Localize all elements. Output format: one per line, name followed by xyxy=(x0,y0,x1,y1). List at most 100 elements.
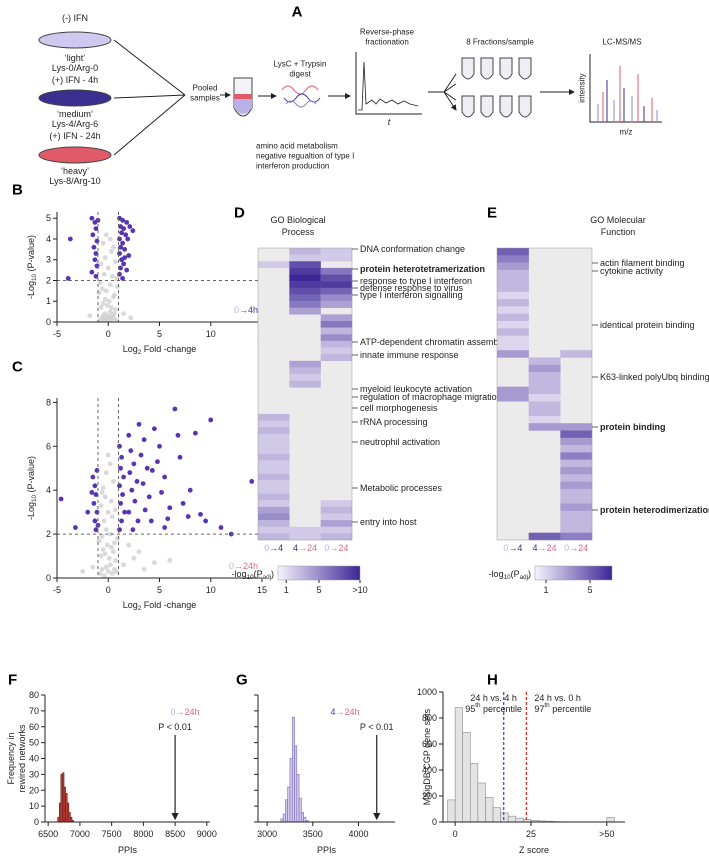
point xyxy=(101,518,107,524)
heatmap-cell xyxy=(289,380,321,388)
heatmap-title: Function xyxy=(601,227,636,237)
point xyxy=(148,518,154,524)
point xyxy=(97,571,103,577)
y-axis-label: -Log10 (P-value) xyxy=(26,235,38,299)
point xyxy=(113,259,118,265)
point xyxy=(93,226,99,232)
heatmap-cell xyxy=(320,314,353,322)
point xyxy=(94,509,100,515)
term-label: neutrophil activation xyxy=(360,437,440,447)
chromatogram xyxy=(358,61,419,111)
term-label: myeloid leukocyte activation xyxy=(360,384,472,394)
x-tick-label: 6500 xyxy=(38,829,58,839)
histogram-bar xyxy=(282,813,286,823)
x-tick-label: 7000 xyxy=(70,829,90,839)
heatmap-cell xyxy=(560,445,593,453)
axis-label: m/z xyxy=(620,128,633,137)
heatmap-cell xyxy=(258,453,290,461)
term-label: ATP-dependent chromatin assembly xyxy=(360,337,505,347)
text-part: →24h xyxy=(335,707,359,717)
panel-letter: C xyxy=(12,359,23,376)
text-part: →24 xyxy=(329,543,348,553)
term-label: Metabolic processes xyxy=(360,483,443,493)
step-label: 8 Fractions/sample xyxy=(466,38,534,47)
heatmap-cell xyxy=(320,327,353,335)
point xyxy=(132,498,138,504)
point xyxy=(108,498,114,504)
term-label: regulation of macrophage migration xyxy=(360,392,502,402)
text-part: th xyxy=(475,702,481,709)
point xyxy=(98,503,104,508)
y-tick-label: 1 xyxy=(46,296,51,306)
heatmap-cell xyxy=(258,533,290,541)
ms-peaks xyxy=(597,66,658,122)
axis-label: intensity xyxy=(578,73,587,102)
tube-layer xyxy=(234,99,252,114)
point xyxy=(99,566,105,572)
heatmap-cell xyxy=(320,274,353,282)
point xyxy=(105,265,111,271)
heatmap-cell xyxy=(497,255,529,263)
heatmap-cell xyxy=(258,526,290,534)
heatmap-cell xyxy=(560,452,593,460)
heatmap-cell xyxy=(560,532,593,541)
column-label: 4→24 xyxy=(293,543,317,553)
note: amino acid metabolism xyxy=(256,142,338,151)
text-part: Log xyxy=(123,600,138,610)
text-part: 0 xyxy=(264,543,269,553)
point xyxy=(107,309,113,315)
y-axis-label: rewired networks xyxy=(17,724,27,793)
term-label: response to type I interferon xyxy=(360,276,472,286)
text-part: -log xyxy=(232,569,247,579)
panel-letter: G xyxy=(236,672,248,689)
point xyxy=(109,571,115,577)
heatmap-cell xyxy=(528,415,561,424)
text-part: 4 xyxy=(330,707,335,717)
point xyxy=(100,547,106,552)
y-tick-label: 0 xyxy=(46,573,51,583)
peptide xyxy=(285,100,317,108)
threshold-label: 95th percentile xyxy=(465,702,522,714)
heatmap-cell xyxy=(320,281,353,289)
point xyxy=(98,261,104,267)
x-axis-label: PPIs xyxy=(317,845,337,855)
point xyxy=(89,269,95,275)
heatmap-cell xyxy=(258,420,290,428)
text-part: -Log xyxy=(26,502,36,520)
heatmap-cell xyxy=(528,401,561,409)
step-label: LC-MS/MS xyxy=(602,38,641,47)
point xyxy=(141,566,147,572)
point xyxy=(93,492,99,497)
heatmap-cell xyxy=(497,342,529,351)
panel-letter: H xyxy=(487,672,498,689)
point xyxy=(94,468,100,473)
point xyxy=(175,432,181,438)
histogram-bar xyxy=(294,745,298,823)
heatmap-cell xyxy=(289,267,321,275)
colorbar-tick-label: 5 xyxy=(316,585,321,595)
point xyxy=(102,551,108,557)
heatmap-cell xyxy=(560,518,593,526)
text-part: Log xyxy=(123,344,138,354)
point xyxy=(120,492,125,497)
heatmap-cell xyxy=(258,513,290,521)
x-axis-label: Z score xyxy=(519,845,549,855)
heatmap-cell xyxy=(320,294,353,302)
heatmap-cell xyxy=(528,379,561,387)
condition-tag: 4→24h xyxy=(330,707,359,717)
point xyxy=(96,538,102,544)
histogram-bar xyxy=(289,758,293,823)
fraction-arrows xyxy=(428,73,456,110)
heatmap-cell xyxy=(258,447,290,454)
heatmap-title: Process xyxy=(282,227,315,237)
point xyxy=(107,531,113,537)
x-tick-label: -5 xyxy=(53,585,61,595)
colorbar-label: -log10(Padj) xyxy=(489,569,531,581)
text-part: 95 xyxy=(465,704,475,714)
column-label: 0→4 xyxy=(503,543,522,553)
heatmap-cell xyxy=(497,328,529,336)
point xyxy=(103,564,109,570)
point xyxy=(97,280,103,285)
heatmap-cell xyxy=(320,526,353,534)
